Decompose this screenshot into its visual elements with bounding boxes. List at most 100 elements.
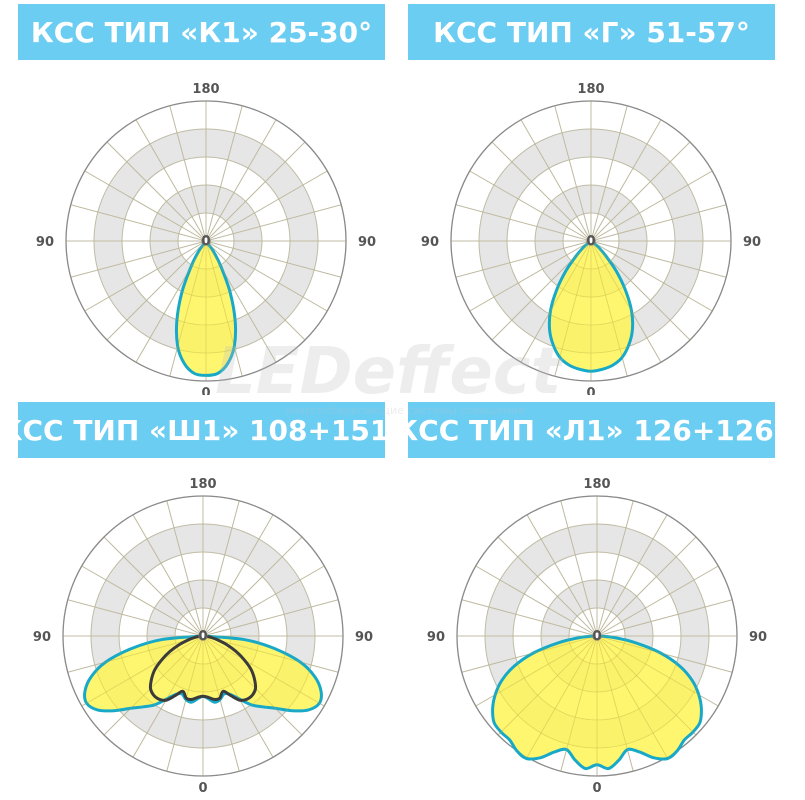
grid-spoke <box>455 240 592 278</box>
grid-spoke-overlay <box>590 240 713 312</box>
chart-panel: КСС ТИП «Ш1» 108+151° 180 90 90 0 0 <box>0 398 403 793</box>
grid-spoke-overlay <box>469 240 592 312</box>
chart-panel: КСС ТИП «Л1» 126+126° 180 90 90 0 0 <box>390 398 788 793</box>
tick-label-center: 0 <box>592 629 601 644</box>
grid-spoke <box>202 500 240 637</box>
polar-chart: 180 90 90 0 0 <box>33 477 373 793</box>
outer-ring <box>456 495 738 777</box>
grid-spoke-overlay <box>526 514 598 637</box>
tick-label-bottom: 0 <box>201 386 210 395</box>
grid-spoke-overlay <box>103 635 204 736</box>
grid-spoke-overlay <box>520 240 592 363</box>
center-dot <box>198 631 208 641</box>
grid-spoke-overlay <box>560 635 598 772</box>
grid-spoke <box>590 204 727 242</box>
grid-spoke <box>205 119 277 242</box>
chart-title: КСС ТИП «К1» 25-30° <box>18 4 385 60</box>
grid-spoke-overlay <box>205 119 277 242</box>
grid-spoke-overlay <box>596 635 634 772</box>
grid-spoke-overlay <box>590 240 691 341</box>
grid-spoke <box>596 500 634 637</box>
grid-spoke-overlay <box>81 565 204 637</box>
grid-spoke-overlay <box>497 536 598 637</box>
grid-spoke-overlay <box>475 635 598 707</box>
center-dot <box>586 236 596 246</box>
tick-label-bottom: 0 <box>586 386 595 395</box>
grid-spoke-overlay <box>106 141 207 242</box>
polar-chart: 180 90 90 0 0 <box>36 82 376 395</box>
intensity-curve-secondary <box>148 634 258 702</box>
outer-ring <box>62 495 344 777</box>
grid-spoke-overlay <box>554 240 592 377</box>
distribution-curves <box>491 634 703 771</box>
center-dot <box>201 236 211 246</box>
grid-spoke-overlay <box>202 565 325 637</box>
grid-spoke <box>205 240 328 312</box>
grid-spoke <box>202 565 325 637</box>
chart-title: КСС ТИП «Л1» 126+126° <box>395 402 788 458</box>
grid-spoke-overlay <box>596 635 697 736</box>
grid-spoke <box>205 141 306 242</box>
grid-spoke-overlay <box>590 170 713 242</box>
grid-spoke <box>81 565 204 637</box>
grid-ring-overlay <box>512 551 682 721</box>
grid-spoke <box>205 240 306 341</box>
grid-spoke-overlay <box>205 240 328 312</box>
chart-title: КСС ТИП «Г» 51-57° <box>408 4 775 60</box>
grid-spoke-overlay <box>491 141 592 242</box>
grid-spoke <box>202 536 303 637</box>
grid-spoke-overlay <box>590 105 628 242</box>
center-dot <box>592 631 602 641</box>
grid-spoke-overlay <box>205 240 277 363</box>
grid-spoke <box>596 514 668 637</box>
tick-label-top: 180 <box>577 82 604 97</box>
grid-ring-overlay <box>118 551 288 721</box>
tick-label-center: 0 <box>201 234 210 249</box>
grid-spoke-overlay <box>596 635 668 758</box>
grid-ring-overlay <box>568 607 626 665</box>
grid-spoke <box>590 170 713 242</box>
grid-spoke <box>590 141 691 242</box>
grid-spoke <box>469 170 592 242</box>
grid-spoke <box>84 170 207 242</box>
grid-spoke <box>106 141 207 242</box>
grid-ring-overlay <box>174 607 232 665</box>
grid-spoke-overlay <box>67 635 204 673</box>
grid-spoke <box>202 599 339 637</box>
grid-spoke-overlay <box>84 240 207 312</box>
grid-spoke-overlay <box>202 635 303 736</box>
tick-label-center: 0 <box>198 629 207 644</box>
tick-label-right: 90 <box>743 235 761 250</box>
grid-spoke-overlay <box>455 240 592 278</box>
grid-spoke-overlay <box>590 141 691 242</box>
grid-spoke <box>205 204 342 242</box>
chart-panel: КСС ТИП «К1» 25-30° 180 90 90 0 0 <box>0 0 385 395</box>
grid-spoke <box>596 536 697 637</box>
polar-chart: 180 90 90 0 0 <box>427 477 767 793</box>
grid-spoke <box>461 599 598 637</box>
grid-spoke-overlay <box>205 141 306 242</box>
grid-spoke-overlay <box>81 635 204 707</box>
grid-ring-overlay <box>540 579 654 693</box>
grid-spoke-overlay <box>169 240 207 377</box>
tick-label-top: 180 <box>192 82 219 97</box>
grid-spoke-overlay <box>202 635 325 707</box>
grid-spoke <box>469 240 592 312</box>
grid-spoke <box>205 170 328 242</box>
grid-spoke-overlay <box>106 240 207 341</box>
grid-spoke <box>132 514 204 637</box>
grid-ring-overlay <box>534 184 648 298</box>
grid-spoke-overlay <box>554 105 592 242</box>
grid-spoke-overlay <box>596 536 697 637</box>
grid-spoke-overlay <box>70 204 207 242</box>
grid-spoke <box>205 240 342 278</box>
grid-spoke-overlay <box>205 240 342 278</box>
intensity-curve <box>547 239 635 373</box>
grid-spoke <box>84 240 207 312</box>
intensity-curve <box>491 634 703 771</box>
grid-spoke-overlay <box>590 204 727 242</box>
polar-chart: 180 90 90 0 0 <box>421 82 761 395</box>
grid-ring-overlay <box>484 523 710 749</box>
grid-spoke <box>67 599 204 637</box>
grid-spoke-overlay <box>596 635 733 673</box>
